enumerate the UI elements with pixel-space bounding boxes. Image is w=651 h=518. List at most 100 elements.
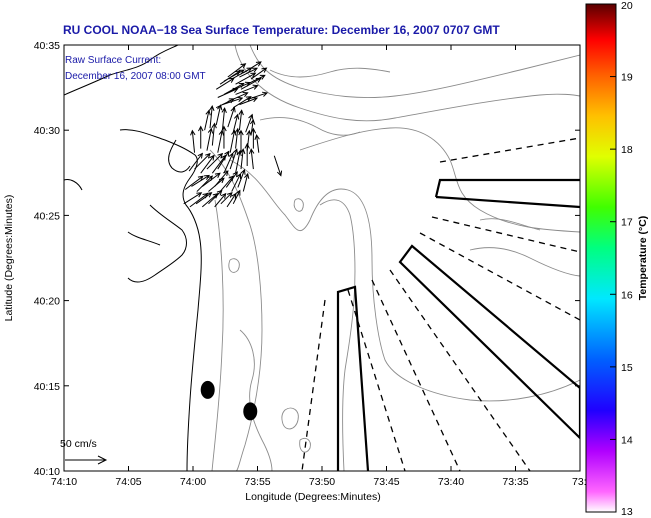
map-features bbox=[64, 45, 580, 471]
current-vector bbox=[235, 84, 259, 95]
current-vector bbox=[214, 192, 227, 208]
current-vector bbox=[190, 129, 196, 153]
colorbar-tick-label: 16 bbox=[621, 289, 633, 301]
colorbar-ticks: 20 19 18 17 16 15 14 13 bbox=[610, 0, 633, 518]
x-tick-label: 73:35 bbox=[502, 476, 528, 488]
y-tick-label: 40:10 bbox=[34, 466, 60, 478]
current-vector bbox=[188, 152, 203, 172]
current-vector bbox=[240, 77, 262, 90]
current-vector bbox=[201, 172, 221, 187]
current-vector bbox=[225, 171, 238, 188]
current-vector bbox=[221, 107, 227, 131]
current-vector bbox=[217, 150, 230, 170]
y-tick-label: 40:25 bbox=[34, 210, 60, 222]
current-vector bbox=[235, 150, 242, 174]
vector-scale: 50 cm/s bbox=[60, 438, 108, 465]
current-vector bbox=[254, 134, 260, 153]
current-vector bbox=[231, 172, 242, 192]
station-dot bbox=[243, 402, 258, 421]
colorbar-tick-label: 17 bbox=[621, 217, 633, 229]
current-vector bbox=[229, 148, 238, 170]
y-axis-ticks: 40:35 40:30 40:25 40:20 40:15 40:10 bbox=[34, 40, 580, 478]
colorbar-tick-label: 20 bbox=[621, 0, 633, 12]
station-dot bbox=[200, 380, 215, 399]
current-vector bbox=[244, 142, 250, 166]
coverage-outlines bbox=[336, 178, 580, 471]
current-vector bbox=[227, 106, 236, 128]
current-vector bbox=[209, 105, 215, 129]
scale-label: 50 cm/s bbox=[60, 438, 97, 450]
dashed-beam-lines bbox=[301, 137, 580, 471]
current-vector bbox=[235, 72, 257, 85]
current-vector bbox=[191, 174, 210, 187]
current-vector bbox=[247, 91, 269, 101]
current-vector bbox=[250, 127, 257, 149]
coastline bbox=[64, 45, 202, 471]
current-vector bbox=[234, 127, 241, 149]
current-vector bbox=[184, 175, 204, 190]
current-vector bbox=[211, 122, 217, 146]
current-vector bbox=[206, 152, 224, 170]
current-vector bbox=[195, 192, 213, 205]
current-vector bbox=[201, 192, 219, 208]
current-vector bbox=[223, 152, 234, 174]
current-vector bbox=[200, 154, 215, 174]
current-vector bbox=[227, 92, 249, 103]
station-markers bbox=[200, 380, 258, 421]
current-vector bbox=[204, 109, 211, 131]
current-vector bbox=[222, 96, 244, 106]
current-vector bbox=[273, 155, 283, 177]
current-vector bbox=[246, 74, 266, 85]
current-vector bbox=[238, 129, 244, 153]
colorbar-tick-label: 15 bbox=[621, 362, 633, 374]
y-tick-label: 40:15 bbox=[34, 381, 60, 393]
x-tick-label: 73:40 bbox=[438, 476, 464, 488]
x-tick-label: 73:55 bbox=[244, 476, 270, 488]
current-vector bbox=[226, 192, 237, 208]
colorbar-label: Temperature (°C) bbox=[637, 216, 649, 301]
bathymetry-contours bbox=[209, 45, 580, 471]
current-vector bbox=[214, 170, 229, 187]
current-vector bbox=[239, 67, 259, 78]
colorbar-tick-label: 13 bbox=[621, 506, 633, 518]
current-vector bbox=[215, 104, 223, 126]
current-vector bbox=[229, 129, 237, 153]
y-tick-label: 40:20 bbox=[34, 296, 60, 308]
colorbar-gradient bbox=[585, 3, 617, 513]
temperature-colorbar: 20 19 18 17 16 15 14 13 Temperature (°C) bbox=[585, 0, 649, 518]
x-tick-label: 74:05 bbox=[115, 476, 141, 488]
x-tick-label: 73:50 bbox=[309, 476, 335, 488]
current-vector bbox=[208, 189, 223, 205]
current-vector bbox=[220, 192, 233, 205]
x-tick-label: 74:10 bbox=[51, 476, 77, 488]
map-plot-area bbox=[63, 44, 581, 472]
x-tick-label: 73:45 bbox=[373, 476, 399, 488]
current-vector bbox=[248, 148, 255, 170]
current-vector bbox=[232, 113, 240, 133]
colorbar-tick-label: 18 bbox=[621, 144, 633, 156]
current-vector bbox=[237, 168, 246, 188]
current-vector bbox=[245, 113, 254, 133]
overlay-label: Raw Surface Current: bbox=[65, 55, 161, 66]
x-axis-ticks: 74:10 74:05 74:00 73:55 73:50 73:45 73:40 73:35… bbox=[51, 45, 598, 488]
current-vector bbox=[198, 125, 204, 149]
x-tick-label: 74:00 bbox=[180, 476, 206, 488]
overlay-date: December 16, 2007 08:00 GMT bbox=[65, 71, 206, 82]
colorbar-tick-label: 14 bbox=[621, 434, 633, 446]
figure-title: RU COOL NOAA−18 Sea Surface Temperature:… bbox=[63, 23, 500, 37]
current-vector bbox=[242, 172, 250, 192]
current-vector bbox=[206, 127, 214, 151]
current-vector bbox=[238, 109, 244, 131]
current-vector bbox=[250, 67, 268, 80]
current-vector bbox=[211, 154, 227, 174]
y-tick-label: 40:30 bbox=[34, 125, 60, 137]
y-axis-label: Latitude (Degrees:Minutes) bbox=[3, 195, 15, 322]
current-vector bbox=[183, 192, 203, 205]
x-axis-label: Longitude (Degrees:Minutes) bbox=[245, 491, 380, 503]
current-vector bbox=[240, 148, 246, 170]
current-vector bbox=[243, 61, 262, 74]
scale-arrow-head bbox=[97, 455, 108, 465]
current-vector bbox=[227, 63, 247, 78]
current-vector bbox=[221, 125, 227, 149]
